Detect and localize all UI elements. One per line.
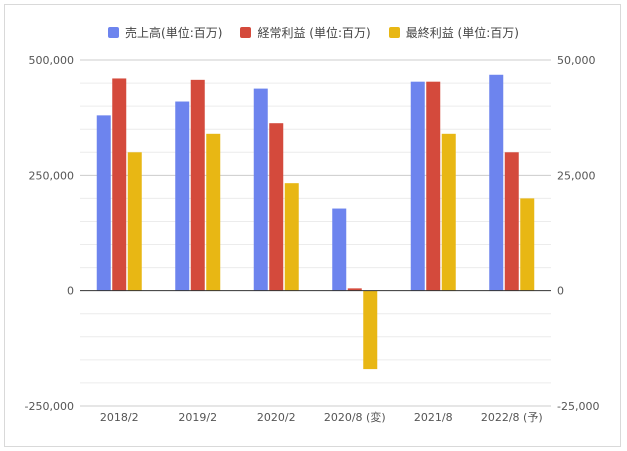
bar [112,78,127,291]
bar [96,115,111,291]
bar [175,101,190,291]
bar [127,152,142,291]
x-tick-label: 2020/2 [257,411,296,424]
bar [284,183,299,291]
legend-label-net-profit: 最終利益 (単位:百万) [405,26,519,40]
legend-label-ordinary-profit: 経常利益 (単位:百万) [257,26,371,40]
y-right-tick-label: 25,000 [557,169,596,182]
legend-swatch-ordinary-profit [240,27,252,38]
legend-swatch-net-profit [388,27,400,38]
bar [253,88,268,291]
legend-item-sales: 売上高(単位:百万) [108,24,222,41]
y-left-tick-label: -250,000 [25,400,74,413]
y-right-tick-label: 50,000 [557,54,596,67]
y-left-tick-label: 0 [67,285,74,298]
x-tick-label: 2022/8 (予) [481,411,543,424]
bar [426,81,441,291]
bar [347,288,362,291]
bar [190,79,205,291]
bar [206,133,221,291]
x-tick-label: 2019/2 [178,411,217,424]
bar [504,152,519,291]
legend-swatch-sales [108,27,120,38]
y-left-tick-label: 250,000 [29,169,75,182]
bars [96,74,535,370]
bar [441,133,456,291]
legend-item-net-profit: 最終利益 (単位:百万) [388,24,519,41]
grid-lines [80,59,551,407]
y-left-tick-label: 500,000 [29,54,75,67]
bar [520,198,535,291]
legend-item-ordinary-profit: 経常利益 (単位:百万) [240,24,371,41]
bar [489,74,504,291]
legend: 売上高(単位:百万) 経常利益 (単位:百万) 最終利益 (単位:百万) [0,24,627,41]
legend-label-sales: 売上高(単位:百万) [125,26,223,40]
x-tick-label: 2020/8 (変) [324,410,386,424]
y-right-tick-label: 0 [557,285,564,298]
axes: 500,000 250,000 0 -250,000 50,000 25,000 0 -25,… [25,54,600,424]
x-tick-label: 2021/8 [414,411,453,424]
bar [363,290,378,370]
x-tick-label: 2018/2 [100,411,139,424]
bar [269,123,284,291]
y-right-tick-label: -25,000 [557,400,599,413]
bar [332,208,347,291]
bar [410,81,425,291]
